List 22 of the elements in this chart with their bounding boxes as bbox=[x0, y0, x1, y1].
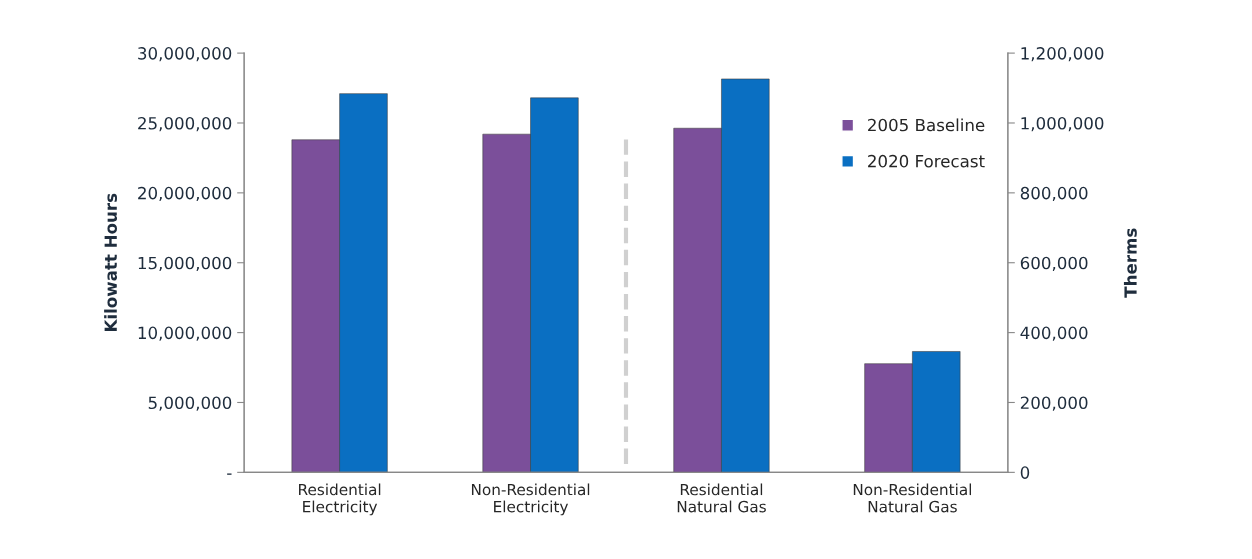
x-tick-label: Residential Natural Gas bbox=[677, 483, 766, 513]
x-tick-label: Non-Residential Natural Gas bbox=[853, 483, 972, 513]
y-axis-title: Kilowatt Hours bbox=[104, 193, 118, 331]
y-tick-label: 10,000,000 bbox=[138, 326, 232, 341]
y2-tick-label: 1,200,000 bbox=[1021, 47, 1104, 62]
y-tick-label: - bbox=[227, 473, 232, 475]
y2-tick-label: 800,000 bbox=[1020, 186, 1088, 202]
y2-tick-label: 1,000,000 bbox=[1021, 116, 1104, 132]
y-tick-label: 15,000,000 bbox=[138, 256, 232, 271]
x-tick-label: Non-Residential Electricity bbox=[471, 483, 590, 516]
y-tick-label: 5,000,000 bbox=[148, 396, 232, 411]
y2-tick-label: 200,000 bbox=[1020, 396, 1088, 411]
y-tick-label: 25,000,000 bbox=[138, 116, 232, 132]
x-tick-label: Residential Electricity bbox=[299, 483, 381, 516]
legend-label: 2005 Baseline bbox=[868, 118, 985, 132]
y-tick-label: 20,000,000 bbox=[138, 186, 232, 202]
legend-label: 2020 Forecast bbox=[868, 154, 985, 168]
y2-axis-title: Therms bbox=[1123, 228, 1137, 298]
y-tick-label: 30,000,000 bbox=[138, 47, 232, 62]
y2-tick-label: 0 bbox=[1020, 466, 1030, 479]
y2-tick-label: 400,000 bbox=[1020, 326, 1088, 341]
y2-tick-label: 600,000 bbox=[1020, 256, 1088, 271]
